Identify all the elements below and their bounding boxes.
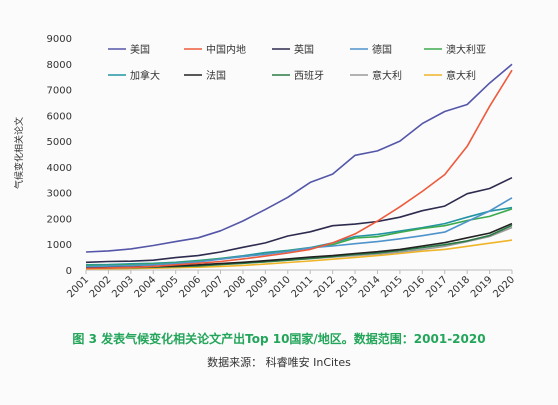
x-tick-label: 2009 bbox=[245, 274, 271, 300]
series-line-6 bbox=[85, 206, 513, 266]
y-tick-label: 3000 bbox=[47, 189, 72, 200]
x-tick-label: 2017 bbox=[424, 274, 450, 300]
y-axis-title: 气候变化相关论文 bbox=[13, 117, 25, 189]
x-tick-label: 2008 bbox=[222, 274, 248, 300]
series-line-4 bbox=[85, 197, 513, 268]
x-tick-label: 2012 bbox=[312, 274, 338, 300]
series-line-10 bbox=[85, 239, 513, 270]
x-tick-label: 2001 bbox=[65, 274, 91, 300]
x-tick-label: 2003 bbox=[110, 274, 136, 300]
y-tick-label: 5000 bbox=[47, 137, 72, 148]
x-tick-label: 2013 bbox=[334, 274, 360, 300]
x-tick-label: 2018 bbox=[447, 274, 473, 300]
figure-caption: 图 3 发表气候变化相关论文产出Top 10国家/地区。数据范围：2001-20… bbox=[72, 332, 486, 346]
x-tick-label: 2020 bbox=[491, 274, 517, 300]
y-tick-label: 7000 bbox=[47, 86, 72, 97]
y-tick-label: 2000 bbox=[47, 214, 72, 225]
legend-label: 英国 bbox=[294, 43, 314, 56]
x-tick-label: 2002 bbox=[88, 274, 114, 300]
y-tick-label: 0 bbox=[66, 266, 72, 277]
line-chart: 气候变化相关论文 0 1000 2000 3000 4000 5000 6000 7000 80… bbox=[13, 34, 517, 300]
x-tick-label: 2006 bbox=[177, 274, 203, 300]
x-tick-label: 2019 bbox=[469, 274, 495, 300]
legend-label: 美国 bbox=[130, 43, 150, 56]
legend-label: 澳大利亚 bbox=[446, 43, 486, 56]
legend-label: 意大利 bbox=[372, 69, 402, 82]
x-tick-label: 2004 bbox=[133, 274, 159, 300]
legend-label: 加拿大 bbox=[130, 69, 160, 82]
y-tick-label: 9000 bbox=[47, 34, 72, 45]
x-tick-label: 2014 bbox=[357, 274, 383, 300]
x-tick-label: 2010 bbox=[267, 274, 293, 300]
series-line-2 bbox=[85, 69, 513, 270]
series-lines bbox=[85, 63, 513, 270]
legend-label: 意大利 bbox=[446, 69, 476, 82]
y-tick-label: 6000 bbox=[47, 111, 72, 122]
series-line-5 bbox=[86, 208, 513, 267]
series-line-1 bbox=[85, 63, 513, 253]
y-tick-label: 8000 bbox=[47, 60, 72, 71]
legend-label: 德国 bbox=[372, 43, 392, 56]
y-tick-label: 1000 bbox=[47, 240, 72, 251]
x-tick-label: 2011 bbox=[290, 274, 316, 300]
legend-label: 中国内地 bbox=[206, 43, 246, 56]
x-tick-label: 2016 bbox=[402, 274, 428, 300]
data-source-note: 数据来源： 科睿唯安 InCites bbox=[207, 356, 351, 369]
legend-label: 西班牙 bbox=[294, 70, 324, 82]
y-tick-label: 4000 bbox=[47, 163, 72, 174]
y-axis-title-group: 气候变化相关论文 bbox=[13, 117, 25, 189]
series-line-3 bbox=[85, 176, 513, 264]
x-tick-label: 2005 bbox=[155, 274, 181, 300]
x-tick-label: 2015 bbox=[379, 274, 405, 300]
legend-label: 法国 bbox=[206, 69, 226, 82]
x-tick-label: 2007 bbox=[200, 274, 226, 300]
